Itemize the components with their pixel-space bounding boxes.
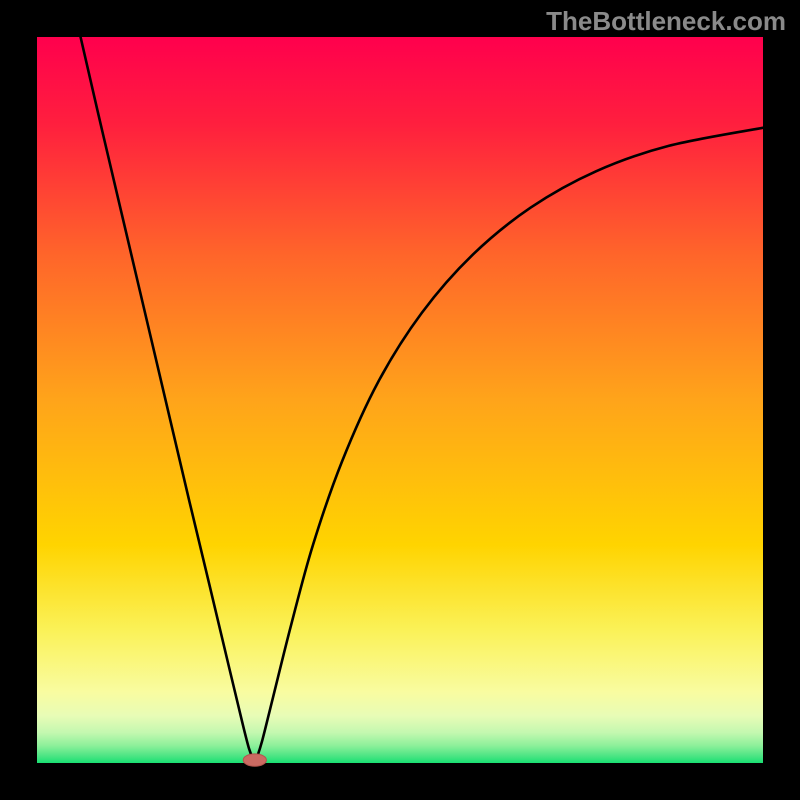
optimum-marker xyxy=(243,754,266,766)
bottleneck-chart xyxy=(0,0,800,800)
plot-background xyxy=(37,37,763,763)
watermark-text: TheBottleneck.com xyxy=(546,6,786,37)
